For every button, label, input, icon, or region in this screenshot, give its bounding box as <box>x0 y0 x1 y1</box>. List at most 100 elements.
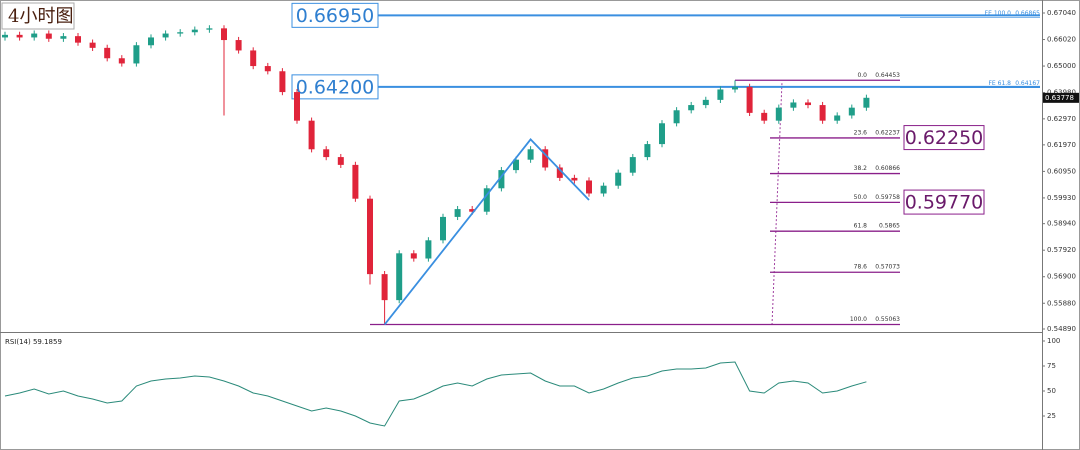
candle-body <box>206 28 213 30</box>
fib-price: 0.57073 <box>875 264 900 271</box>
y-tick-label: 25 <box>1047 412 1056 420</box>
candle-body <box>381 274 388 301</box>
candle-body <box>162 33 169 38</box>
target-box <box>903 189 985 215</box>
candle-body <box>133 45 140 64</box>
candle-body <box>819 105 826 121</box>
candle-body <box>308 120 315 150</box>
candle-body <box>221 28 227 41</box>
candle-body <box>469 209 476 212</box>
y-tick-label: 0.56900 <box>1047 273 1076 281</box>
candle-body <box>250 50 257 67</box>
fib-anchor-line <box>771 81 783 326</box>
fib-ratio: 61.8 <box>854 223 868 230</box>
candle-body <box>688 105 695 111</box>
candle-body <box>527 149 534 160</box>
candle-body <box>60 36 67 39</box>
candle-body <box>629 157 636 173</box>
candle-body <box>279 71 286 93</box>
candle-body <box>235 40 242 51</box>
candle-body <box>31 33 38 38</box>
candle-body <box>294 92 300 121</box>
target-label: 0.59770 <box>905 192 984 214</box>
y-tick-label: 0.66020 <box>1047 36 1076 44</box>
candle-body <box>148 37 154 46</box>
fib-ratio: 38.2 <box>854 165 868 172</box>
target-label: 0.66950 <box>296 5 375 27</box>
candle-body <box>323 149 330 158</box>
candle-body <box>104 47 111 59</box>
candle-body <box>89 42 96 48</box>
candle-body <box>805 102 811 106</box>
title-box <box>1 2 75 30</box>
candle-body <box>863 97 870 108</box>
candle-body <box>746 86 753 113</box>
candle-body <box>191 29 198 33</box>
fib-ratio: 78.6 <box>854 264 868 271</box>
candle-body <box>440 216 446 241</box>
candle-body <box>702 99 709 106</box>
target-box <box>291 74 379 100</box>
candle-body <box>834 115 841 121</box>
candle-body <box>177 32 184 34</box>
fib-price: 0.59758 <box>875 194 900 201</box>
y-tick-label: 0.63980 <box>1047 89 1076 97</box>
candle-body <box>717 89 724 100</box>
candle-body <box>571 177 578 181</box>
target-box <box>903 125 985 151</box>
fib-ratio: 23.6 <box>854 129 868 136</box>
candle-body <box>732 86 738 90</box>
fe-price: 0.64167 <box>1015 80 1040 87</box>
fib-ratio: 0.0 <box>857 72 867 79</box>
title: 4小时图 <box>8 6 73 27</box>
fib-price: 0.5865 <box>879 223 900 230</box>
fe-label: FE 100.0 <box>985 10 1012 17</box>
y-tick-label: 0.61970 <box>1047 141 1076 149</box>
target-label: 0.64200 <box>296 76 375 98</box>
candle-body <box>498 170 505 189</box>
candle-body <box>454 209 461 217</box>
candle-body <box>367 198 373 275</box>
candle-body <box>425 240 432 259</box>
y-tick-label: 0.67040 <box>1047 9 1076 17</box>
candle-body <box>483 188 490 212</box>
y-tick-label: 0.55880 <box>1047 299 1076 307</box>
candle-body <box>396 253 403 301</box>
y-tick-label: 75 <box>1047 362 1056 370</box>
y-tick-label: 0.59930 <box>1047 194 1076 202</box>
candle-body <box>644 144 651 158</box>
y-tick-label: 50 <box>1047 387 1056 395</box>
target-label: 0.62250 <box>905 127 984 149</box>
target-box <box>291 2 379 28</box>
candle-body <box>16 34 23 38</box>
rsi-title: RSI(14) 59.1859 <box>5 338 62 346</box>
candle-body <box>542 149 549 168</box>
candle-body <box>600 185 607 194</box>
fib-price: 0.55063 <box>875 316 900 323</box>
y-tick-label: 0.54890 <box>1047 325 1076 333</box>
candle-body <box>337 157 344 165</box>
candle-body <box>118 58 125 64</box>
y-tick-label: 0.57920 <box>1047 246 1076 254</box>
candle-body <box>352 164 359 199</box>
y-tick-label: 0.65000 <box>1047 62 1076 70</box>
candle-body <box>410 253 417 259</box>
candle-body <box>75 36 81 43</box>
fe-label: FE 61.8 <box>988 80 1011 87</box>
y-tick-label: 0.62970 <box>1047 115 1076 123</box>
candle-body <box>848 107 855 116</box>
candle-body <box>761 112 768 121</box>
fib-ratio: 100.0 <box>850 316 867 323</box>
candle-body <box>673 110 680 124</box>
fib-price: 0.60866 <box>875 165 900 172</box>
fib-price: 0.64453 <box>875 72 900 79</box>
candle-body <box>615 172 622 186</box>
pattern-line <box>383 138 590 326</box>
candle-body <box>659 123 665 145</box>
candle-body <box>775 107 782 121</box>
candle-body <box>45 33 52 39</box>
last-price-label: 0.63778 <box>1045 94 1074 102</box>
fib-price: 0.62237 <box>875 129 900 136</box>
